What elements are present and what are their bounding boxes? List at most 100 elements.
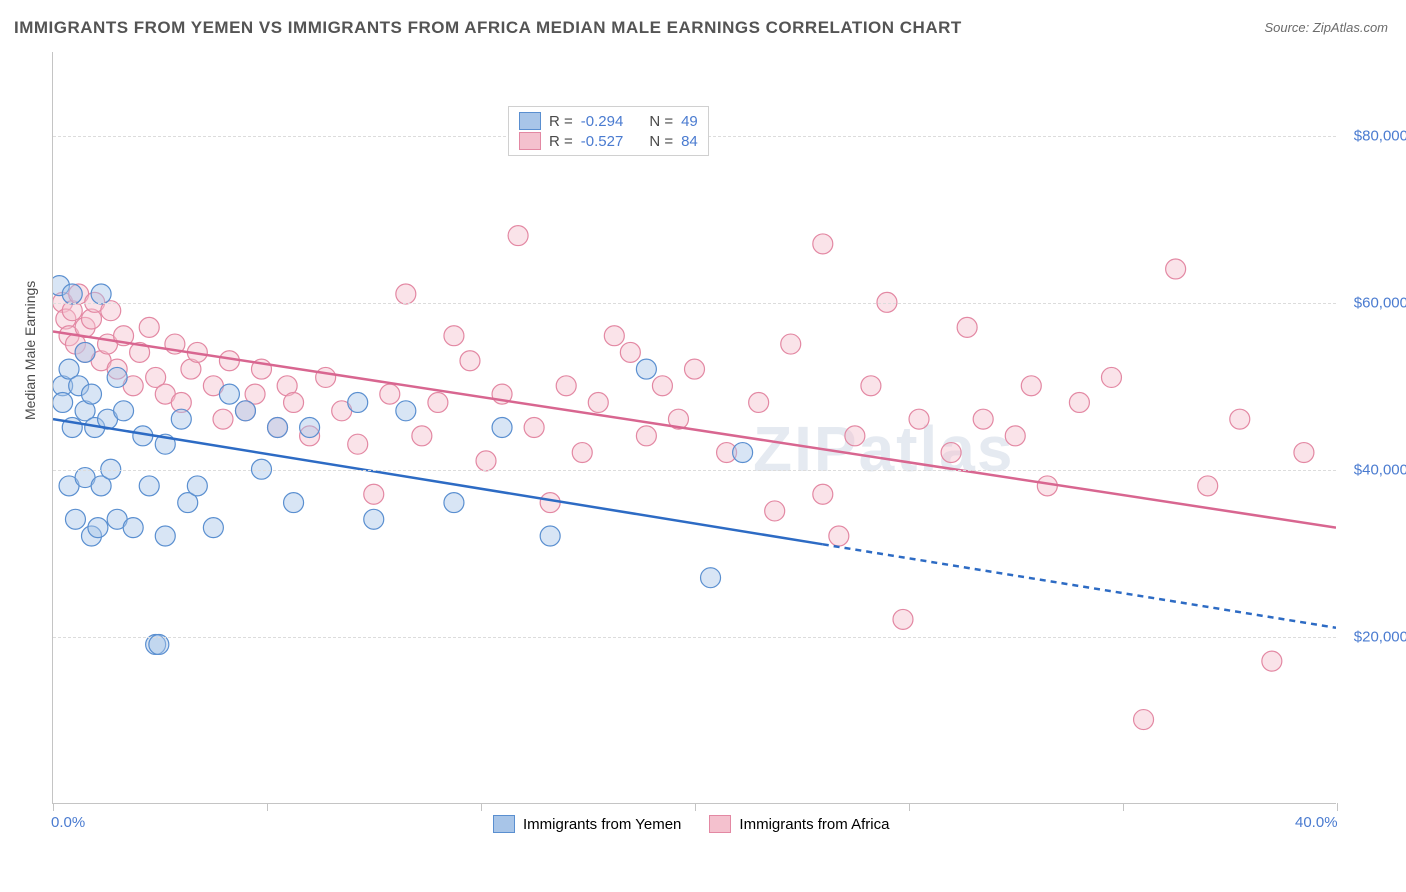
data-point: [91, 284, 111, 304]
data-point: [733, 443, 753, 463]
data-point: [749, 392, 769, 412]
data-point: [444, 326, 464, 346]
swatch-yemen: [519, 112, 541, 130]
swatch-yemen: [493, 815, 515, 833]
data-point: [973, 409, 993, 429]
data-point: [300, 418, 320, 438]
data-point: [1101, 367, 1121, 387]
data-point: [572, 443, 592, 463]
data-point: [219, 384, 239, 404]
data-point: [604, 326, 624, 346]
data-point: [316, 367, 336, 387]
data-point: [588, 392, 608, 412]
x-tick: [267, 803, 268, 811]
data-point: [476, 451, 496, 471]
x-tick: [1337, 803, 1338, 811]
x-tick: [695, 803, 696, 811]
data-point: [492, 418, 512, 438]
y-tick-label: $40,000: [1354, 461, 1406, 478]
y-axis-label: Median Male Earnings: [22, 281, 38, 420]
data-point: [845, 426, 865, 446]
r-value-yemen: -0.294: [581, 113, 624, 130]
data-point: [155, 526, 175, 546]
trendline: [53, 419, 823, 544]
data-point: [813, 234, 833, 254]
data-point: [1021, 376, 1041, 396]
data-point: [813, 484, 833, 504]
data-point: [1069, 392, 1089, 412]
data-point: [909, 409, 929, 429]
data-point: [1262, 651, 1282, 671]
data-point: [556, 376, 576, 396]
n-label: N =: [649, 133, 673, 150]
data-point: [75, 342, 95, 362]
stat-legend: R = -0.294 N = 49 R = -0.527 N = 84: [508, 106, 709, 156]
data-point: [62, 284, 82, 304]
chart-title: IMMIGRANTS FROM YEMEN VS IMMIGRANTS FROM…: [14, 18, 962, 38]
source-label: Source: ZipAtlas.com: [1264, 20, 1388, 35]
data-point: [187, 476, 207, 496]
legend-item-africa: Immigrants from Africa: [709, 815, 889, 833]
data-point: [524, 418, 544, 438]
data-point: [1230, 409, 1250, 429]
series-legend: Immigrants from Yemen Immigrants from Af…: [493, 815, 889, 833]
data-point: [781, 334, 801, 354]
data-point: [139, 476, 159, 496]
r-label: R =: [549, 113, 573, 130]
data-point: [53, 392, 73, 412]
gridline: [53, 637, 1336, 638]
n-value-yemen: 49: [681, 113, 698, 130]
series-name-africa: Immigrants from Africa: [739, 816, 889, 833]
x-tick: [1123, 803, 1124, 811]
data-point: [1134, 710, 1154, 730]
x-tick-label: 40.0%: [1295, 814, 1338, 831]
y-tick-label: $20,000: [1354, 628, 1406, 645]
data-point: [861, 376, 881, 396]
data-point: [765, 501, 785, 521]
x-tick: [481, 803, 482, 811]
data-point: [139, 317, 159, 337]
data-point: [348, 392, 368, 412]
swatch-africa: [709, 815, 731, 833]
x-tick-label: 0.0%: [51, 814, 85, 831]
data-point: [701, 568, 721, 588]
data-point: [123, 518, 143, 538]
data-point: [81, 384, 101, 404]
y-tick-label: $60,000: [1354, 294, 1406, 311]
data-point: [396, 284, 416, 304]
n-value-africa: 84: [681, 133, 698, 150]
data-point: [508, 226, 528, 246]
data-point: [380, 384, 400, 404]
data-point: [636, 359, 656, 379]
data-point: [203, 518, 223, 538]
r-label: R =: [549, 133, 573, 150]
data-point: [114, 401, 134, 421]
data-point: [540, 493, 560, 513]
data-point: [213, 409, 233, 429]
data-point: [540, 526, 560, 546]
legend-row-africa: R = -0.527 N = 84: [519, 131, 698, 151]
legend-row-yemen: R = -0.294 N = 49: [519, 111, 698, 131]
data-point: [364, 509, 384, 529]
data-point: [957, 317, 977, 337]
swatch-africa: [519, 132, 541, 150]
data-point: [65, 509, 85, 529]
data-point: [412, 426, 432, 446]
series-name-yemen: Immigrants from Yemen: [523, 816, 681, 833]
data-point: [1294, 443, 1314, 463]
data-point: [941, 443, 961, 463]
n-label: N =: [649, 113, 673, 130]
data-point: [428, 392, 448, 412]
data-point: [284, 493, 304, 513]
data-point: [1166, 259, 1186, 279]
legend-item-yemen: Immigrants from Yemen: [493, 815, 681, 833]
data-point: [685, 359, 705, 379]
data-point: [1198, 476, 1218, 496]
x-tick: [53, 803, 54, 811]
chart-area: ZIPatlas $20,000$40,000$60,000$80,000 0.…: [52, 52, 1336, 804]
data-point: [652, 376, 672, 396]
data-point: [268, 418, 288, 438]
data-point: [88, 518, 108, 538]
data-point: [1037, 476, 1057, 496]
data-point: [620, 342, 640, 362]
